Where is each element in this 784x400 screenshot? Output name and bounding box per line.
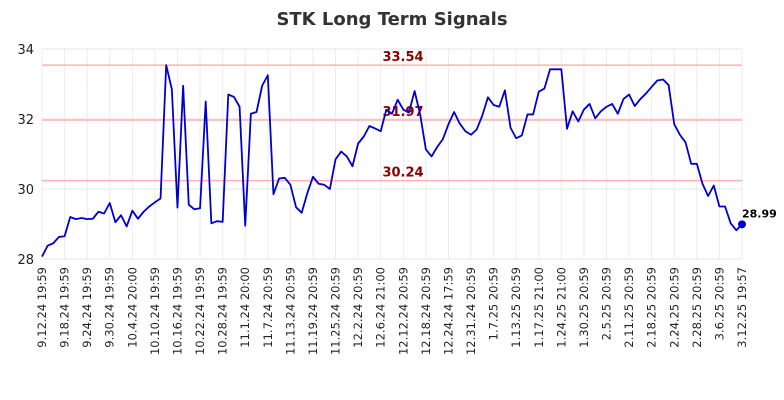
chart-title: STK Long Term Signals [276, 9, 507, 30]
x-tick-label: 11.13.24 20:59 [283, 267, 297, 355]
x-tick-label: 3.12.25 19:57 [735, 267, 749, 348]
x-tick-label: 12.31.24 20:59 [464, 267, 478, 355]
x-tick-label: 12.6.24 21:00 [374, 267, 388, 348]
x-tick-label: 12.18.24 20:59 [419, 267, 433, 355]
x-tick-label: 9.24.24 19:59 [80, 267, 94, 348]
x-tick-label: 2.11.25 20:59 [622, 267, 636, 348]
series-line [41, 64, 743, 257]
x-tick-label: 2.5.25 20:59 [600, 267, 614, 340]
y-tick-label: 30 [17, 183, 34, 198]
x-tick-label: 1.17.25 21:00 [532, 267, 546, 348]
x-tick-label: 9.12.24 19:59 [35, 267, 49, 348]
x-tick-label: 1.24.25 21:00 [554, 267, 568, 348]
x-tick-label: 11.19.24 20:59 [306, 267, 320, 355]
signal-line-label: 33.54 [382, 50, 423, 65]
x-tick-label: 10.10.24 19:59 [148, 267, 162, 355]
signal-line-label: 31.97 [382, 105, 423, 120]
grid [41, 48, 743, 260]
axes: 28 30 32 34 9.12.24 19:59 9.18.24 19:59 9.24.2… [17, 43, 749, 355]
x-tick-label: 2.18.25 20:59 [645, 267, 659, 348]
y-tick-label: 32 [17, 113, 34, 128]
x-tick-label: 9.18.24 19:59 [58, 267, 72, 348]
x-tick-label: 11.25.24 20:59 [329, 267, 343, 355]
x-tick-label: 10.22.24 19:59 [193, 267, 207, 355]
x-tick-label: 12.12.24 20:59 [396, 267, 410, 355]
x-tick-label: 9.30.24 19:59 [103, 267, 117, 348]
x-tick-label: 12.2.24 20:59 [351, 267, 365, 348]
price-series: 28.99 [41, 64, 777, 257]
y-tick-label: 28 [17, 253, 34, 268]
y-tick-label: 34 [17, 43, 34, 58]
signal-lines: 33.54 31.97 30.24 [42, 50, 742, 182]
x-tick-label: 12.24.24 17:59 [441, 267, 455, 355]
last-point-marker [738, 220, 746, 229]
x-tick-label: 10.28.24 19:59 [216, 267, 230, 355]
x-tick-label: 10.16.24 19:59 [170, 267, 184, 355]
signal-line-label: 30.24 [382, 166, 423, 181]
x-tick-label: 1.30.25 20:59 [577, 267, 591, 348]
x-tick-label: 1.13.25 20:59 [509, 267, 523, 348]
x-tick-label: 1.7.25 20:59 [487, 267, 501, 340]
x-tick-label: 10.4.24 20:00 [125, 267, 139, 348]
x-tick-label: 11.1.24 20:00 [238, 267, 252, 348]
x-tick-label: 11.7.24 20:59 [261, 267, 275, 348]
x-tick-label: 3.6.25 20:59 [712, 267, 726, 340]
x-tick-label: 2.24.25 20:59 [667, 267, 681, 348]
last-value-label: 28.99 [742, 207, 777, 220]
x-tick-label: 2.28.25 20:59 [690, 267, 704, 348]
